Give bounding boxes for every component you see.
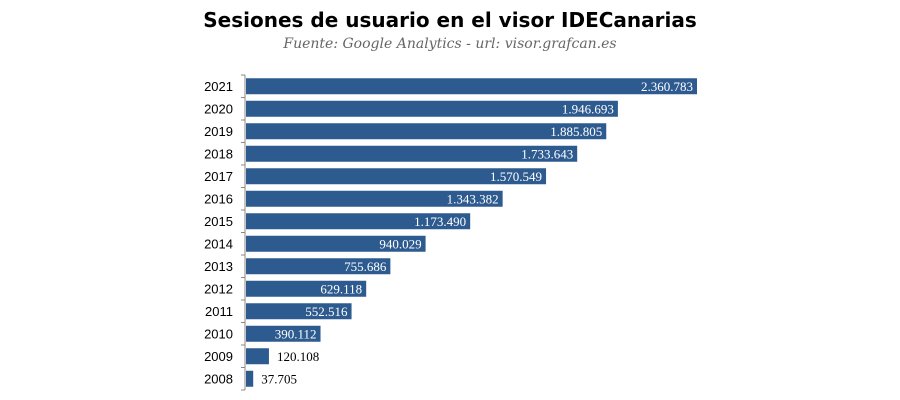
category-label-2017: 2017 bbox=[204, 169, 233, 184]
value-label-2008: 37.705 bbox=[261, 371, 297, 386]
value-label-2021: 2.360.783 bbox=[641, 79, 693, 94]
value-label-2017: 1.570.549 bbox=[490, 169, 542, 184]
bar-2009 bbox=[246, 348, 269, 365]
value-label-2011: 552.516 bbox=[305, 304, 348, 319]
bar-2008 bbox=[246, 370, 254, 387]
bar-2015 bbox=[246, 213, 471, 230]
category-label-2010: 2010 bbox=[204, 326, 233, 341]
category-label-2013: 2013 bbox=[204, 259, 233, 274]
category-label-2015: 2015 bbox=[204, 214, 233, 229]
category-label-2016: 2016 bbox=[204, 191, 233, 206]
category-label-2019: 2019 bbox=[204, 124, 233, 139]
category-label-2008: 2008 bbox=[204, 371, 233, 386]
bar-2021 bbox=[246, 78, 697, 95]
bar-2010 bbox=[246, 325, 321, 342]
bar-2013 bbox=[246, 258, 391, 275]
bar-2011 bbox=[246, 303, 352, 320]
value-label-2020: 1.946.693 bbox=[562, 101, 614, 116]
category-label-2020: 2020 bbox=[204, 101, 233, 116]
bar-2012 bbox=[246, 280, 367, 297]
bar-2020 bbox=[246, 100, 618, 117]
bar-2019 bbox=[246, 123, 607, 140]
value-label-2018: 1.733.643 bbox=[521, 146, 573, 161]
category-label-2011: 2011 bbox=[205, 304, 233, 319]
bar-2018 bbox=[246, 145, 578, 162]
value-label-2010: 390.112 bbox=[275, 326, 317, 341]
chart-title: Sesiones de usuario en el visor IDECanar… bbox=[203, 8, 697, 32]
category-label-2018: 2018 bbox=[204, 146, 233, 161]
bar-2017 bbox=[246, 168, 547, 185]
value-label-2015: 1.173.490 bbox=[414, 214, 466, 229]
category-label-2014: 2014 bbox=[204, 236, 233, 251]
value-label-2012: 629.118 bbox=[320, 281, 362, 296]
value-label-2009: 120.108 bbox=[277, 349, 319, 364]
value-label-2016: 1.343.382 bbox=[447, 191, 499, 206]
category-label-2009: 2009 bbox=[204, 349, 233, 364]
value-label-2013: 755.686 bbox=[344, 259, 387, 274]
bar-2016 bbox=[246, 190, 503, 207]
bar-2014 bbox=[246, 235, 426, 252]
value-label-2014: 940.029 bbox=[379, 236, 421, 251]
category-label-2012: 2012 bbox=[204, 281, 233, 296]
category-label-2021: 2021 bbox=[204, 79, 233, 94]
value-label-2019: 1.885.805 bbox=[550, 124, 602, 139]
chart-subtitle: Fuente: Google Analytics - url: visor.gr… bbox=[283, 36, 617, 52]
